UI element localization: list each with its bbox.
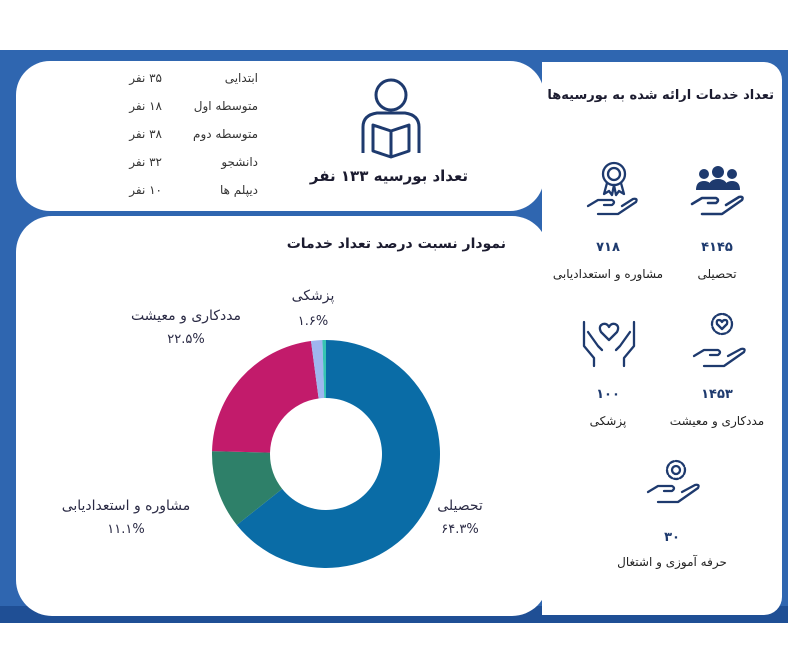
student-level-count: ۱۸ نفر [129,99,162,113]
slice-welfare [212,340,319,453]
slice-other [322,340,326,399]
service-value-medical: ۱۰۰ [596,387,620,402]
slice-value-counseling: ۱۱.۱% [107,522,145,537]
slice-value-welfare: ۲۲.۵% [167,332,205,347]
students-total-title: تعداد بورسیه ۱۳۳ نفر [309,167,469,185]
service-label-medical: پزشکی [589,414,627,428]
students-card: ابتدایی ۳۵ نفر متوسطه اول ۱۸ نفر متوسطه … [16,61,544,211]
service-label-welfare: مددکاری و معیشت [669,414,765,428]
service-value-welfare: ۱۴۵۳ [701,387,733,402]
student-level-count: ۱۰ نفر [129,183,162,197]
reader-icon [361,78,421,159]
donut-chart [212,340,440,568]
student-level-count: ۳۵ نفر [129,71,162,85]
services-panel: تعداد خدمات ارائه شده به بورسیه‌ها ۴۱۴۵ … [542,62,782,615]
slice-label-welfare: مددکاری و معیشت [130,308,242,324]
slice-counseling [212,451,283,525]
heart-hands-icon [582,320,636,368]
chart-title: نمودار نسبت درصد تعداد خدمات [286,236,506,252]
student-level-label: متوسطه اول [193,99,258,113]
student-level-label: دیپلم ها [219,183,258,197]
service-value-education: ۴۱۴۵ [701,240,733,255]
heart-gear-hand-icon [692,312,746,368]
slice-education [236,340,440,568]
chart-card: نمودار نسبت درصد تعداد خدمات تحصیلی ۶۴.۳… [16,216,548,616]
people-hand-icon [690,166,744,216]
student-level-count: ۳۲ نفر [129,155,162,169]
student-level-count: ۳۸ نفر [129,127,162,141]
slice-label-education: تحصیلی [437,498,483,514]
service-label-education: تحصیلی [697,267,737,281]
slice-value-medical: ۱.۶% [297,314,329,329]
slice-label-counseling: مشاوره و استعدادیابی [61,498,191,514]
slice-label-medical: پزشکی [291,288,335,304]
service-value-counseling: ۷۱۸ [596,240,620,255]
student-level-label: ابتدایی [224,71,258,85]
services-title: تعداد خدمات ارائه شده به بورسیه‌ها [547,88,774,103]
student-level-label: متوسطه دوم [193,127,258,141]
slice-medical [311,340,325,399]
service-value-vocational: ۳۰ [664,530,680,545]
service-label-counseling: مشاوره و استعدادیابی [552,267,664,281]
service-label-vocational: حرفه آموزی و اشتغال [617,555,727,569]
award-hand-icon [586,161,638,216]
student-level-label: دانشجو [221,155,258,169]
slice-value-education: ۶۴.۳% [441,522,479,537]
gear-hand-icon [646,459,700,504]
